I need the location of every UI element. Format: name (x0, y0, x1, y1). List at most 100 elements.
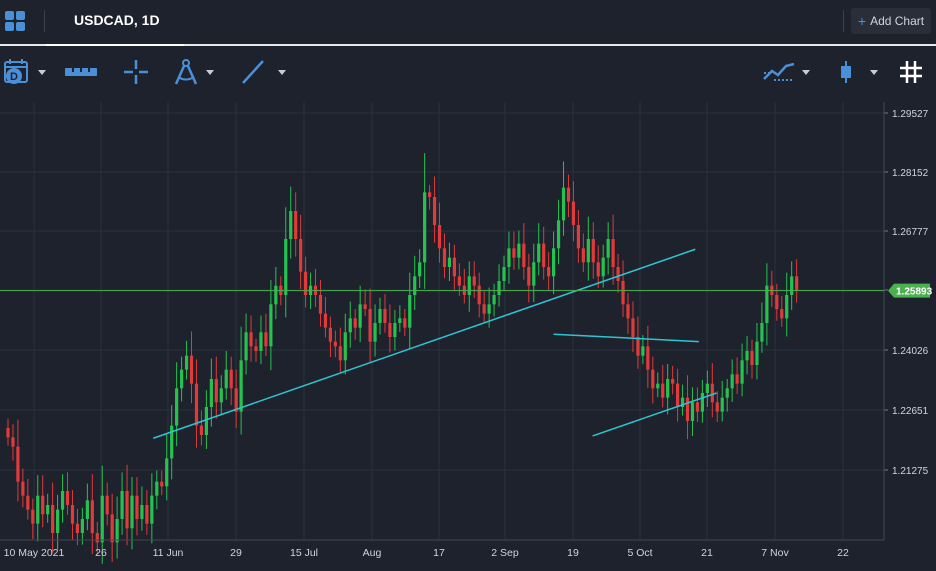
x-tick-label: 21 (701, 547, 713, 559)
y-tick-label: 1.22651 (892, 406, 929, 417)
candle-body (130, 495, 134, 529)
candle-body (165, 458, 169, 487)
candle-body (234, 388, 238, 412)
chart-type-tool[interactable] (836, 56, 878, 88)
candle-body (775, 295, 779, 309)
candle-body (393, 323, 397, 337)
chart-canvas[interactable]: 1.295271.281521.267771.254011.240261.226… (0, 102, 936, 566)
candle-body (790, 276, 794, 295)
trendline[interactable] (553, 333, 699, 343)
crosshair-tool[interactable] (123, 56, 149, 88)
chart-tab[interactable]: USDCAD, 1D (46, 0, 184, 46)
candle-body (556, 220, 561, 249)
candle-body (581, 248, 585, 263)
candle-body (170, 425, 174, 459)
candle-body (56, 509, 60, 533)
add-chart-button[interactable]: + Add Chart (851, 8, 931, 34)
candle-body (75, 523, 80, 533)
candle-body (408, 295, 412, 328)
x-tick-label: Aug (363, 547, 382, 559)
indicators-icon (763, 62, 795, 81)
chevron-down-icon[interactable] (278, 69, 286, 75)
divider (44, 10, 45, 32)
candle-body (710, 383, 714, 403)
candle-body (720, 397, 724, 412)
candle-body (274, 285, 278, 305)
candle-body (125, 491, 129, 529)
candle-body (646, 346, 650, 370)
trendline[interactable] (592, 392, 717, 437)
candle-body (423, 192, 427, 263)
drawing-toolbar: D (0, 46, 936, 102)
candle-body (680, 397, 685, 407)
candle-body (204, 407, 208, 435)
candle-body (264, 332, 268, 347)
candle-body (651, 369, 655, 389)
x-tick-label: 26 (95, 547, 107, 559)
candle-body (477, 285, 481, 305)
x-tick-label: 15 Jul (290, 547, 318, 559)
trendline[interactable] (153, 248, 696, 439)
chevron-down-icon[interactable] (802, 69, 810, 75)
fibonacci-tool[interactable] (172, 56, 214, 88)
candle-body (60, 491, 65, 510)
last-price-label: 1.25893 (896, 287, 933, 298)
candle-body (51, 505, 55, 533)
calendar-letter: D (10, 71, 18, 83)
calendar-icon: D (4, 59, 28, 84)
candle-body (373, 323, 377, 342)
candle-body (304, 271, 308, 295)
candle-body (512, 248, 516, 258)
chevron-down-icon[interactable] (206, 69, 214, 75)
candle-body (755, 341, 759, 365)
line-tool[interactable] (240, 56, 286, 88)
top-bar: USDCAD, 1D + Add Chart (0, 0, 936, 46)
candle-body (700, 393, 704, 412)
layout-grid-icon[interactable] (5, 11, 25, 31)
date-range-tool[interactable]: D (2, 56, 46, 88)
x-tick-label: 22 (837, 547, 849, 559)
x-tick-label: 2 Sep (491, 547, 519, 559)
candle-body (656, 383, 660, 389)
y-tick-label: 1.28152 (892, 168, 929, 179)
grid-toggle[interactable] (898, 56, 924, 88)
candle-body (428, 192, 432, 197)
indicators-tool[interactable] (762, 56, 810, 88)
candle-body (90, 500, 94, 533)
candle-body (115, 519, 119, 543)
chevron-down-icon[interactable] (870, 69, 878, 75)
candle-body (85, 500, 89, 519)
candle-body (199, 425, 204, 435)
candle-body (576, 225, 580, 249)
candle-body (442, 248, 447, 267)
candle-body (735, 374, 739, 384)
plus-icon: + (857, 13, 867, 29)
candle-body (333, 341, 337, 347)
candle-body (46, 505, 50, 515)
candle-body (566, 187, 571, 202)
candle-body (571, 201, 576, 225)
candle-body (631, 318, 635, 337)
candle-body (318, 295, 323, 314)
candle-body (378, 309, 382, 323)
candle-body (209, 379, 213, 407)
candle-body (537, 243, 541, 263)
candle-body (492, 295, 496, 305)
candle-body (676, 383, 680, 407)
grid-lines (0, 102, 884, 540)
candle-body (254, 346, 258, 351)
candle-body (507, 248, 511, 267)
candle-body (432, 197, 437, 225)
candle-body (765, 285, 769, 323)
trendlines[interactable] (153, 248, 717, 439)
y-tick-label: 1.26777 (892, 227, 929, 238)
candles (6, 153, 799, 564)
candle-body (249, 332, 253, 347)
candle-body (11, 437, 15, 447)
measure-tool[interactable] (64, 56, 98, 88)
candle-body (214, 379, 218, 403)
crosshair-icon (124, 60, 148, 84)
chevron-down-icon[interactable] (38, 69, 46, 75)
candle-body (16, 446, 20, 482)
price-chart[interactable]: 1.295271.281521.267771.254011.240261.226… (0, 102, 936, 566)
